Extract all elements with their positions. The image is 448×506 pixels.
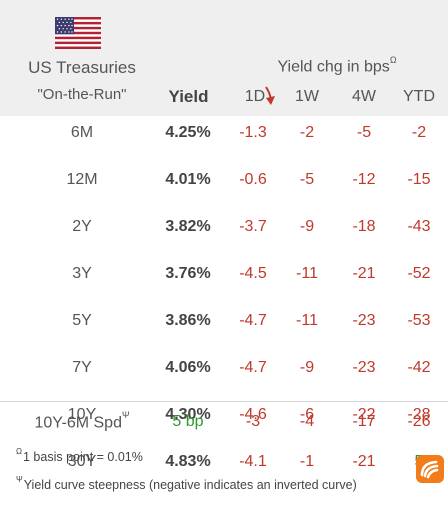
table-row[interactable]: 3Y 3.76% -4.5 -11 -21 -52: [0, 257, 448, 304]
change-ytd-cell: -15: [407, 171, 431, 188]
column-header-4w[interactable]: 4W: [352, 88, 376, 105]
term-cell: 2Y: [72, 218, 92, 235]
change-1d-cell: -4.6: [239, 406, 267, 423]
yield-cell: 4.25%: [165, 124, 211, 141]
term-cell: 12M: [66, 171, 98, 188]
change-1d-cell: -4.1: [239, 453, 267, 470]
table-row[interactable]: 7Y 4.06% -4.7 -9 -23 -42: [0, 351, 448, 398]
term-cell: 10Y: [67, 406, 97, 423]
yield-cell: 3.86%: [165, 312, 211, 329]
table-subtitle: "On-the-Run": [37, 86, 127, 103]
footnote-basis-point-text: 1 basis point = 0.01%: [22, 450, 143, 465]
change-1d-cell: -3.7: [239, 218, 267, 235]
change-4w-cell: -18: [352, 218, 376, 235]
change-1d-cell: -4.7: [239, 312, 267, 329]
yield-cell: 3.76%: [165, 265, 211, 282]
yield-change-heading-text: Yield chg in bps: [277, 58, 390, 76]
change-4w-cell: -22: [352, 406, 376, 423]
treasury-rows: 6M 4.25% -1.3 -2 -5 -2 12M 4.01% -0.6 -5 -12 -15 2Y 3…: [0, 116, 448, 492]
footnote-psi-marker: Ψ: [16, 475, 23, 484]
table-row[interactable]: 6M 4.25% -1.3 -2 -5 -2: [0, 116, 448, 163]
change-1w-cell: -5: [299, 171, 315, 188]
table-row[interactable]: 10Y 4.30% -4.6 -6 -22 -28: [0, 398, 448, 445]
table-header: US Treasuries "On-the-Run" Yield chg in …: [0, 0, 448, 116]
spread-label: 10Y-6M SpdΨ: [0, 410, 164, 432]
sort-descending-arrow-icon[interactable]: [262, 85, 280, 107]
term-cell: 7Y: [72, 359, 92, 376]
term-cell: 3Y: [72, 265, 92, 282]
yield-cell: 3.82%: [165, 218, 211, 235]
change-ytd-cell: -43: [407, 218, 431, 235]
spread-value: 5 bp: [172, 413, 204, 430]
table-row[interactable]: 2Y 3.82% -3.7 -9 -18 -43: [0, 210, 448, 257]
spread-ytd: -26: [407, 413, 431, 430]
change-1d-cell: -4.7: [239, 359, 267, 376]
column-header-1w[interactable]: 1W: [295, 88, 319, 105]
change-1w-cell: -6: [299, 406, 315, 423]
change-1w-cell: -9: [299, 359, 315, 376]
spread-4w: -17: [352, 413, 376, 430]
change-4w-cell: -23: [352, 359, 376, 376]
footnote-basis-point: Ω1 basis point = 0.01%: [16, 447, 143, 465]
table-row[interactable]: 12M 4.01% -0.6 -5 -12 -15: [0, 163, 448, 210]
change-1w-cell: -11: [296, 265, 318, 282]
footnote-omega-marker: Ω: [16, 447, 22, 456]
change-4w-cell: -12: [352, 171, 376, 188]
brand-logo-icon[interactable]: [416, 455, 444, 483]
change-4w-cell: -23: [352, 312, 376, 329]
term-cell: 5Y: [72, 312, 92, 329]
change-1w-cell: -1: [299, 453, 315, 470]
yield-cell: 4.06%: [165, 359, 211, 376]
column-header-1d[interactable]: 1D: [244, 88, 266, 105]
change-ytd-cell: -28: [407, 406, 431, 423]
yield-cell: 4.30%: [165, 406, 211, 423]
change-ytd-cell: -52: [407, 265, 431, 282]
yield-cell: 4.83%: [165, 453, 211, 470]
spread-row: 10Y-6M SpdΨ 5 bp -3 -4 -17 -26: [0, 401, 448, 442]
change-4w-cell: -21: [352, 453, 376, 470]
change-1d-cell: -1.3: [239, 124, 267, 141]
column-header-ytd[interactable]: YTD: [403, 88, 435, 105]
change-1w-cell: -2: [299, 124, 315, 141]
table-title: US Treasuries: [28, 58, 136, 77]
spread-1d: -3: [245, 413, 261, 430]
change-1w-cell: -11: [296, 312, 318, 329]
column-header-yield[interactable]: Yield: [168, 87, 209, 106]
change-1w-cell: -9: [299, 218, 315, 235]
psi-footnote-marker: Ψ: [121, 410, 130, 420]
term-cell: 30Y: [67, 453, 97, 470]
table-row[interactable]: 5Y 3.86% -4.7 -11 -23 -53: [0, 304, 448, 351]
change-ytd-cell: -2: [411, 124, 427, 141]
spread-label-text: 10Y-6M Spd: [34, 414, 122, 432]
term-cell: 6M: [70, 124, 94, 141]
change-4w-cell: -5: [356, 124, 372, 141]
yield-cell: 4.01%: [165, 171, 211, 188]
footnote-steepness: ΨYield curve steepness (negative indicat…: [16, 475, 357, 493]
change-ytd-cell: -53: [407, 312, 431, 329]
footnote-steepness-text: Yield curve steepness (negative indicate…: [23, 478, 357, 493]
change-1d-cell: -4.5: [239, 265, 267, 282]
change-ytd-cell: -42: [407, 359, 431, 376]
us-flag-icon: [55, 17, 101, 49]
change-1d-cell: -0.6: [239, 171, 267, 188]
change-4w-cell: -21: [352, 265, 376, 282]
spread-1w: -4: [299, 413, 315, 430]
yield-change-heading: Yield chg in bpsΩ: [226, 55, 448, 76]
omega-footnote-marker: Ω: [389, 55, 397, 65]
